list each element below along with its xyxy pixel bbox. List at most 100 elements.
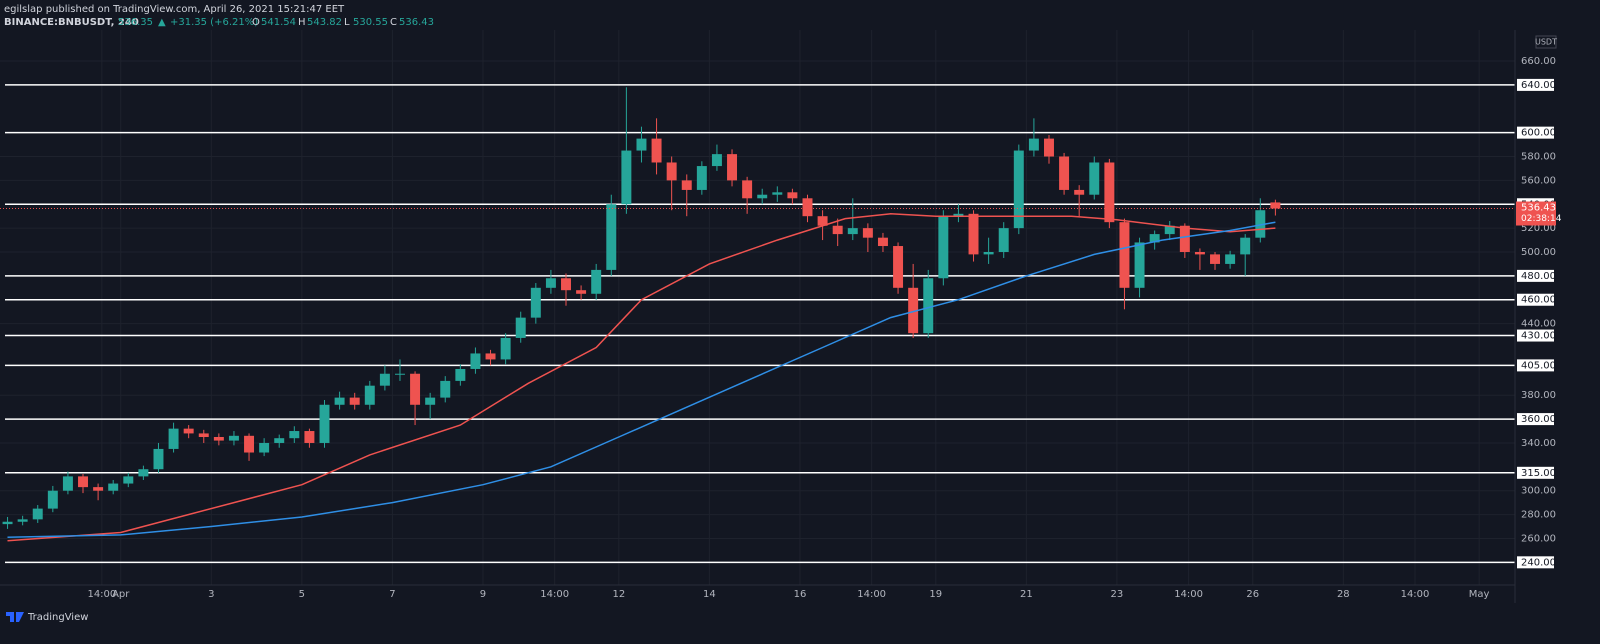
grid xyxy=(0,30,1515,585)
candle-body xyxy=(1059,156,1070,190)
footer-bar xyxy=(0,603,1600,644)
candle-body xyxy=(379,373,390,386)
y-tick-label: 580.00 xyxy=(1521,152,1556,163)
level-label-box xyxy=(1517,78,1554,91)
x-tick-label: 14:00 xyxy=(1174,589,1203,600)
candle-body xyxy=(908,287,919,334)
candle-body xyxy=(1164,225,1175,235)
ohlc-value: 536.43 xyxy=(399,17,434,28)
y-tick-label: 660.00 xyxy=(1521,56,1556,67)
candle-body xyxy=(1044,138,1054,157)
candle-body xyxy=(304,431,315,443)
candle-body xyxy=(1013,150,1024,229)
axis-unit: USDT xyxy=(1535,38,1557,47)
candle-body xyxy=(591,269,602,294)
candle-body xyxy=(998,228,1009,252)
candle-body xyxy=(923,278,934,334)
level-label: 315.00 xyxy=(1521,468,1556,479)
level-label: 405.00 xyxy=(1521,360,1556,371)
y-tick-label: 300.00 xyxy=(1521,486,1556,497)
candle-body xyxy=(545,278,556,288)
candle-body xyxy=(198,433,209,437)
candle-body xyxy=(153,448,164,470)
ohlc-key: H xyxy=(298,17,306,28)
x-tick-label: 5 xyxy=(299,589,305,600)
candle-body xyxy=(757,194,768,199)
x-tick-label: Apr xyxy=(112,589,130,600)
candle-body xyxy=(666,162,677,181)
candle-body xyxy=(1149,234,1160,243)
candle-body xyxy=(138,469,149,477)
last-price-label: 536.43 xyxy=(1521,203,1556,214)
ohlc-key: C xyxy=(390,17,397,28)
candle-body xyxy=(1194,252,1205,255)
brand: TradingView xyxy=(27,612,88,623)
candle-body xyxy=(183,428,194,434)
candle-body xyxy=(1028,138,1039,151)
x-tick-label: 9 xyxy=(480,589,486,600)
candle-body xyxy=(485,353,496,360)
level-label-box xyxy=(1517,269,1554,282)
candle-body xyxy=(440,380,451,398)
candle-body xyxy=(47,490,58,509)
level-label: 240.00 xyxy=(1521,557,1556,568)
candle-body xyxy=(319,404,330,443)
ohlc: O 541.54 H 543.82 L 530.55 C 536.43 xyxy=(252,17,434,28)
level-label-box xyxy=(1517,359,1554,372)
candle-body xyxy=(832,225,843,235)
candle-body xyxy=(893,246,904,288)
candle-body xyxy=(772,192,783,195)
candle-body xyxy=(968,213,979,255)
candle-body xyxy=(1074,189,1085,195)
candle-body xyxy=(1270,202,1281,209)
candle-body xyxy=(364,385,375,405)
published: egilslap published on TradingView.com, A… xyxy=(4,4,345,15)
candle-body xyxy=(274,438,285,443)
x-tick-label: 7 xyxy=(389,589,395,600)
candle-body xyxy=(2,521,13,525)
candle-body xyxy=(500,337,511,360)
candle-body xyxy=(651,138,662,163)
x-tick-label: 14:00 xyxy=(87,589,116,600)
candle-body xyxy=(576,290,587,294)
y-tick-label: 440.00 xyxy=(1521,319,1556,330)
candle-body xyxy=(1179,225,1190,252)
candle-body xyxy=(938,216,949,279)
level-label-box xyxy=(1517,556,1554,569)
candle-body xyxy=(1119,222,1130,288)
last: 536.35 xyxy=(118,17,153,28)
moving-average xyxy=(7,221,1276,539)
y-tick-label: 380.00 xyxy=(1521,390,1556,401)
symbol: BINANCE:BNBUSDT, 240 xyxy=(4,17,139,28)
y-tick-label: 500.00 xyxy=(1521,247,1556,258)
candle-body xyxy=(108,483,119,491)
level-label: 640.00 xyxy=(1521,80,1556,91)
level-label-box xyxy=(1517,413,1554,426)
candle-body xyxy=(62,476,73,491)
candle-body xyxy=(123,476,134,484)
ohlc-value: 530.55 xyxy=(353,17,388,28)
level-label: 460.00 xyxy=(1521,295,1556,306)
candle-body xyxy=(17,519,28,522)
x-tick-label: 14:00 xyxy=(1401,589,1430,600)
candle-body xyxy=(168,428,179,449)
level-label: 430.00 xyxy=(1521,331,1556,342)
candle-body xyxy=(621,150,632,205)
level-label-box xyxy=(1517,126,1554,139)
candle-body xyxy=(636,138,647,151)
last-price-box xyxy=(1516,201,1556,226)
candle-body xyxy=(515,317,526,338)
x-tick-label: 26 xyxy=(1246,589,1259,600)
candle-body xyxy=(78,476,88,488)
candle-body xyxy=(606,204,617,270)
candle-body xyxy=(877,237,888,247)
candle-body xyxy=(1089,162,1100,195)
y-tick-label: 260.00 xyxy=(1521,533,1556,544)
candle-body xyxy=(244,435,255,453)
x-tick-label: 19 xyxy=(929,589,942,600)
candle-body xyxy=(1210,254,1220,264)
candle-body xyxy=(711,154,722,167)
candle-body xyxy=(787,192,798,199)
